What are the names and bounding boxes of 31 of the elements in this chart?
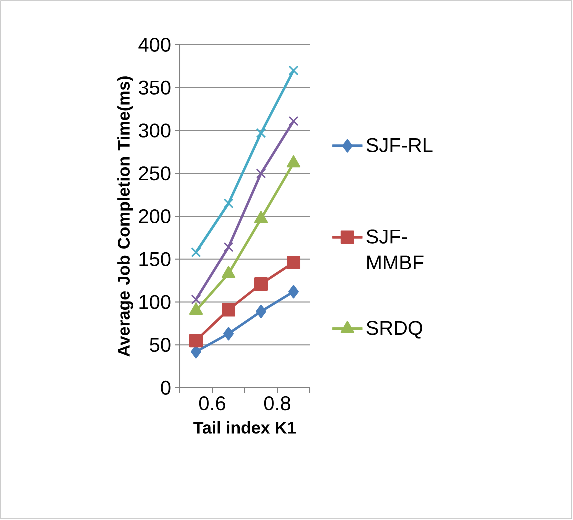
- y-tick-label: 100: [140, 295, 171, 310]
- point: [190, 334, 204, 348]
- y-tick-label: 50: [150, 338, 171, 352]
- point: [288, 285, 300, 299]
- point: [224, 242, 234, 252]
- x-tick-label: 0.8: [264, 396, 290, 411]
- x-axis-title: Tail index K1: [194, 421, 296, 434]
- point: [288, 66, 299, 76]
- point: [287, 256, 301, 270]
- y-tick-label: 350: [139, 80, 171, 95]
- point: [254, 277, 268, 291]
- legend-label: SJF-MMBF: [366, 230, 424, 270]
- point: [224, 327, 234, 341]
- point: [191, 294, 202, 305]
- point: [256, 304, 267, 318]
- point: [256, 128, 266, 138]
- y-tick-label: 200: [139, 209, 171, 224]
- point: [288, 116, 299, 126]
- legend-label: SJF-RL: [366, 138, 433, 152]
- y-tick-label: 400: [138, 38, 171, 52]
- point: [256, 168, 266, 179]
- x-tick-label: 0.6: [199, 396, 226, 411]
- point: [224, 198, 234, 209]
- point: [222, 303, 236, 317]
- y-axis-title: Average Job Completion Time(ms): [118, 76, 134, 357]
- point: [191, 248, 202, 258]
- y-tick-label: 150: [140, 252, 171, 266]
- y-tick-label: 250: [139, 166, 171, 181]
- y-tick-label: 0: [161, 380, 171, 396]
- legend-label: SRDQ: [366, 321, 422, 339]
- y-tick-label: 300: [139, 124, 171, 138]
